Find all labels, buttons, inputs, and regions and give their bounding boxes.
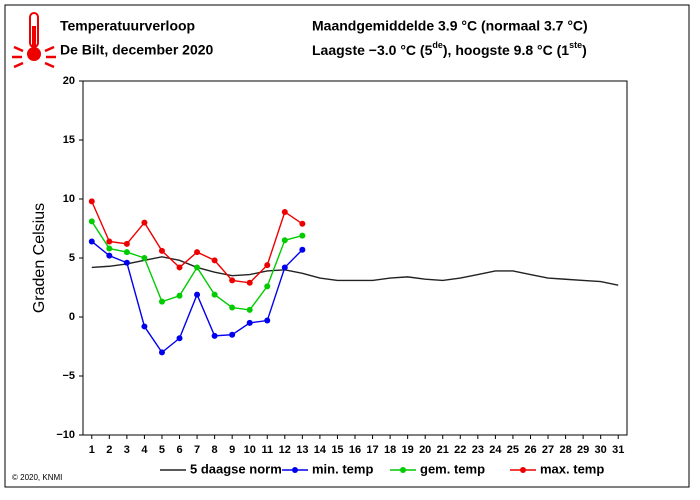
data-point [123,240,130,247]
data-point [141,219,148,226]
y-axis-label: Graden Celsius [31,203,48,313]
data-point [106,238,113,245]
y-tick-label: 15 [63,134,75,146]
superscript: de [432,40,443,50]
legend-label: min. temp [312,461,373,476]
data-point [176,292,183,299]
data-point [229,331,236,338]
data-point [88,238,95,245]
data-point [106,245,113,252]
legend-label: gem. temp [420,461,485,476]
legend-label: 5 daagse norm [190,461,282,476]
x-tick-label: 16 [349,444,361,456]
data-point [123,259,130,266]
x-tick-label: 28 [559,444,571,456]
superscript: ste [569,40,582,50]
data-point [264,262,271,269]
x-tick-label: 12 [279,444,291,456]
data-point [246,306,253,313]
x-tick-label: 5 [159,444,165,456]
x-tick-label: 15 [331,444,343,456]
data-point [194,291,201,298]
legend-marker [400,467,406,473]
x-tick-label: 3 [124,444,130,456]
x-tick-label: 6 [176,444,182,456]
x-tick-label: 2 [106,444,112,456]
data-point [158,349,165,356]
x-tick-label: 22 [454,444,466,456]
y-tick-label: −5 [62,370,75,382]
data-point [211,291,218,298]
y-tick-label: −10 [56,429,75,441]
header-right: Laagste −3.0 °C (5de), hoogste 9.8 °C (1… [312,40,587,57]
y-tick-label: 10 [63,193,75,205]
x-tick-label: 25 [507,444,519,456]
x-tick-label: 8 [212,444,218,456]
data-point [211,257,218,264]
data-point [158,298,165,305]
y-tick-label: 5 [69,252,75,264]
x-tick-label: 18 [384,444,396,456]
data-point [299,232,306,239]
data-point [106,252,113,259]
x-tick-label: 14 [314,444,327,456]
x-tick-label: 30 [595,444,607,456]
data-point [281,264,288,271]
data-point [246,319,253,326]
y-tick-label: 20 [63,75,75,87]
data-point [229,277,236,284]
x-tick-label: 1 [89,444,95,456]
frame [4,4,690,488]
data-point [176,335,183,342]
header-text: ) [582,42,587,58]
data-point [281,237,288,244]
x-tick-label: 9 [229,444,235,456]
x-tick-label: 26 [524,444,536,456]
title: Temperatuurverloop [60,18,195,34]
x-tick-label: 27 [542,444,554,456]
x-tick-label: 13 [296,444,308,456]
data-point [299,220,306,227]
y-tick-label: 0 [69,311,75,323]
header-text: Laagste −3.0 °C (5 [312,42,433,58]
data-point [158,247,165,254]
x-tick-label: 31 [612,444,624,456]
data-point [229,304,236,311]
subtitle: De Bilt, december 2020 [60,42,214,58]
data-point [194,264,201,271]
data-point [264,317,271,324]
x-tick-label: 29 [577,444,589,456]
x-tick-label: 11 [261,444,273,456]
series-line [91,256,619,286]
x-tick-label: 20 [419,444,431,456]
data-point [176,264,183,271]
data-point [88,218,95,225]
x-tick-label: 10 [244,444,256,456]
x-tick-label: 24 [489,444,502,456]
x-tick-label: 7 [194,444,200,456]
data-point [246,279,253,286]
data-point [123,249,130,256]
thermometer-icon [12,12,56,69]
data-point [211,332,218,339]
legend-label: max. temp [540,461,604,476]
data-point [141,255,148,261]
x-tick-label: 21 [437,444,449,456]
data-point [264,283,271,290]
legend-marker [292,467,298,473]
header-text: ), hoogste 9.8 °C (1 [443,42,569,58]
data-point [141,323,148,330]
x-tick-label: 23 [472,444,484,456]
x-tick-label: 19 [402,444,414,456]
data-point [88,198,95,205]
data-point [194,249,201,256]
data-point [281,208,288,215]
data-point [299,246,306,253]
x-tick-label: 4 [141,444,148,456]
legend-marker [520,467,526,473]
x-tick-label: 17 [366,444,378,456]
copyright: © 2020, KNMI [12,473,62,482]
header-right: Maandgemiddelde 3.9 °C (normaal 3.7 °C) [312,18,588,34]
